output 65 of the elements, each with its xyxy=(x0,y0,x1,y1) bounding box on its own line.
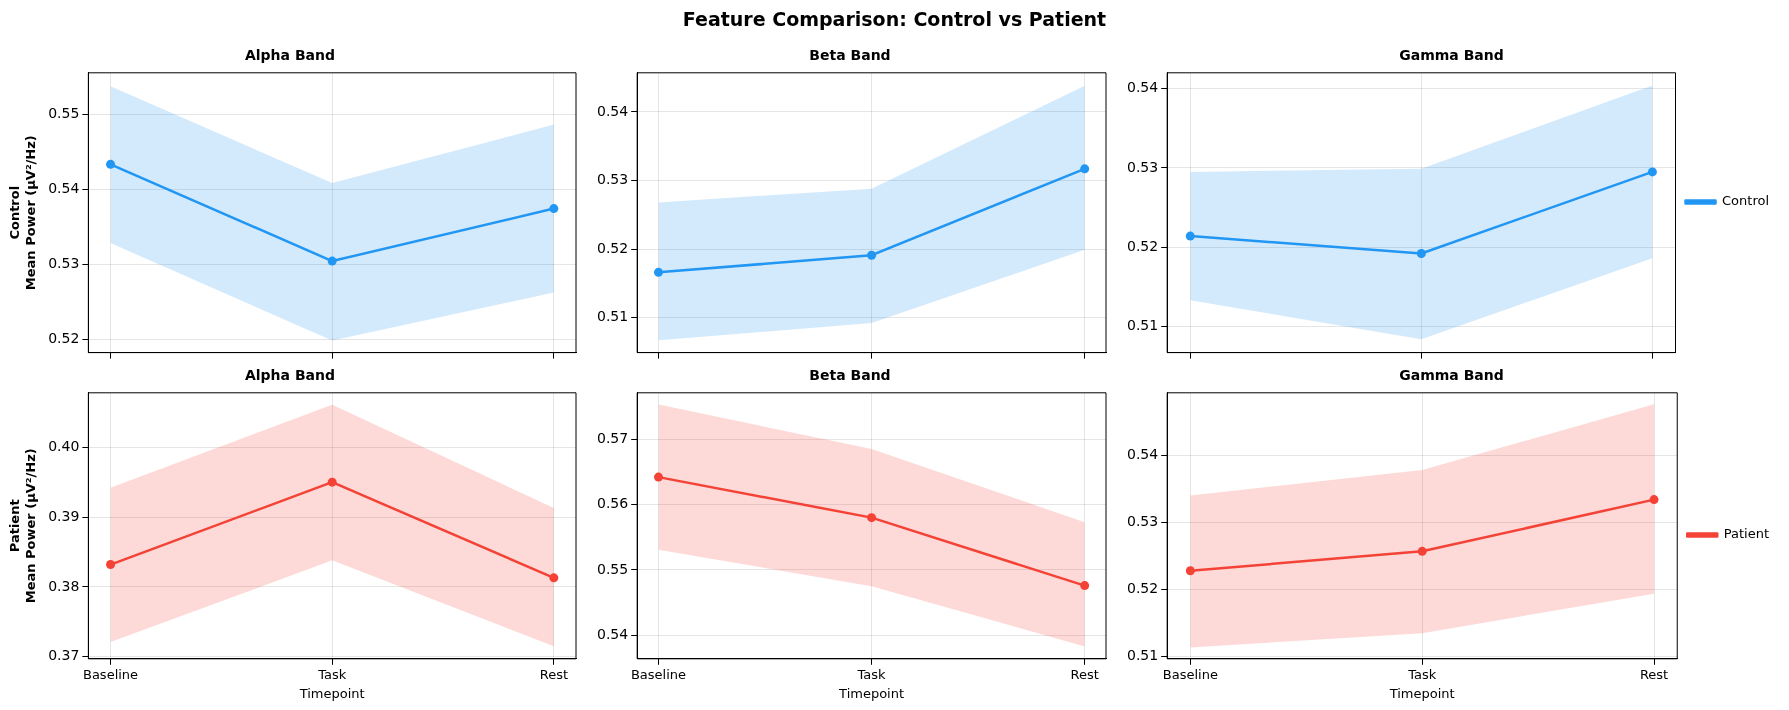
chart-title: Alpha Band xyxy=(244,367,336,384)
y-tick-label: 0.52 xyxy=(48,329,80,346)
y-tick-label: 0.52 xyxy=(1127,237,1159,254)
point xyxy=(1647,167,1657,177)
x-tick-label: Rest xyxy=(1639,666,1669,682)
y-tick-label: 0.53 xyxy=(1127,513,1159,530)
y-tick-label: 0.51 xyxy=(1127,317,1159,334)
chart-title: Alpha Band xyxy=(244,47,336,64)
y-tick-label: 0.53 xyxy=(48,254,80,271)
point xyxy=(1080,164,1090,174)
y-axis-title: Control Mean Power (µV²/Hz) xyxy=(7,135,38,291)
y-tick-label: 0.56 xyxy=(597,495,629,512)
x-tick-label: Task xyxy=(1407,666,1437,682)
x-tick-label: Task xyxy=(856,666,887,682)
point xyxy=(1417,546,1427,556)
point xyxy=(1649,495,1659,505)
x-tick-label: Baseline xyxy=(82,666,139,682)
point xyxy=(1416,249,1426,259)
point xyxy=(867,513,877,523)
point xyxy=(106,159,116,169)
point xyxy=(1080,581,1090,591)
y-tick-label: 0.54 xyxy=(1127,79,1159,96)
y-tick-label: 0.54 xyxy=(597,625,629,642)
chart-title: Gamma Band xyxy=(1399,367,1504,384)
x-tick-label: Task xyxy=(317,666,347,682)
point xyxy=(106,560,116,570)
point xyxy=(1185,231,1195,241)
x-tick-label: Baseline xyxy=(1162,666,1218,682)
y-tick-label: 0.39 xyxy=(48,507,80,524)
x-tick-label: Rest xyxy=(539,666,568,682)
y-tick-label: 0.54 xyxy=(1127,445,1159,462)
text: Feature Comparison: Control vs Patient xyxy=(681,8,1108,30)
x-axis-title: Timepoint xyxy=(298,685,365,701)
y-tick-label: 0.38 xyxy=(48,577,80,594)
y-tick-label: 0.40 xyxy=(48,437,80,454)
y-tick-label: 0.55 xyxy=(597,560,629,577)
y-tick-label: 0.53 xyxy=(1127,158,1159,175)
y-tick-label: 0.53 xyxy=(597,171,629,188)
y-tick-label: 0.52 xyxy=(1127,580,1159,597)
x-axis-title: Timepoint xyxy=(1388,685,1455,701)
y-tick-label: 0.57 xyxy=(597,429,629,446)
y-tick-label: 0.54 xyxy=(48,179,80,196)
y-tick-label: 0.51 xyxy=(1127,647,1159,664)
point xyxy=(549,204,559,214)
y-tick-label: 0.52 xyxy=(597,239,629,256)
point xyxy=(1185,566,1195,576)
x-axis-title: Timepoint xyxy=(838,685,905,701)
point xyxy=(327,256,337,266)
x-tick-label: Rest xyxy=(1070,666,1099,682)
y-tick-label: 0.51 xyxy=(597,308,629,325)
point xyxy=(867,250,877,260)
x-tick-label: Baseline xyxy=(630,666,687,682)
y-tick-label: 0.54 xyxy=(597,102,629,119)
point xyxy=(549,573,559,583)
point xyxy=(653,472,663,482)
point xyxy=(327,477,337,487)
y-tick-label: 0.37 xyxy=(48,647,80,664)
legend-label: Patient xyxy=(1723,526,1769,542)
chart-title: Gamma Band xyxy=(1399,47,1504,64)
chart-title: Beta Band xyxy=(809,367,891,384)
point xyxy=(653,267,663,277)
y-tick-label: 0.55 xyxy=(48,104,80,121)
chart-title: Beta Band xyxy=(809,47,891,64)
y-axis-title: Patient Mean Power (µV²/Hz) xyxy=(7,448,38,604)
legend-label: Control xyxy=(1722,193,1770,209)
